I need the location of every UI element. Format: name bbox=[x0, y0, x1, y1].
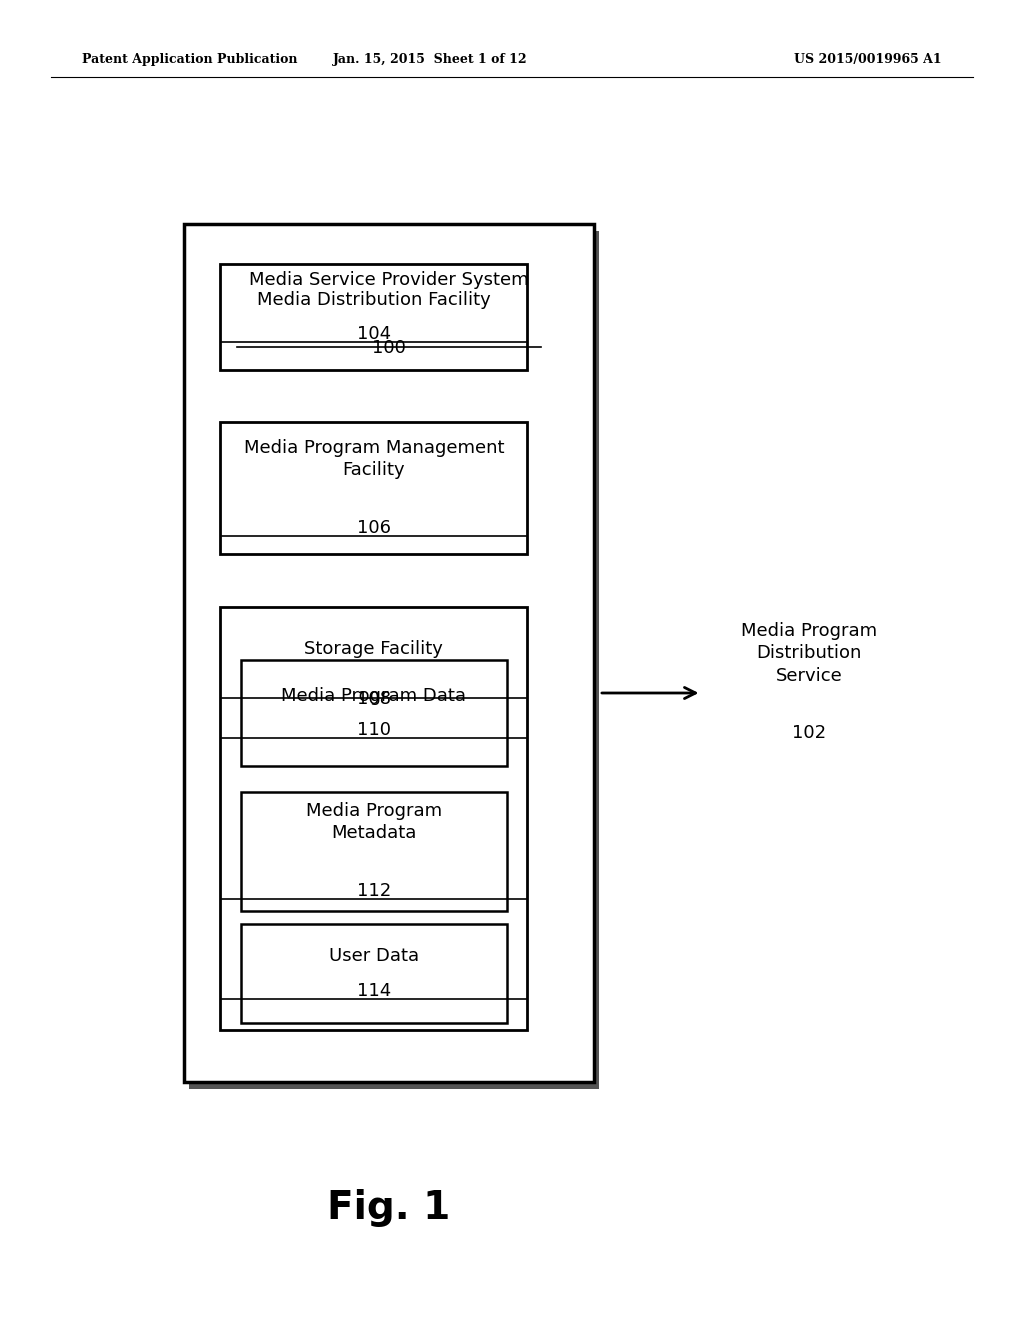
Bar bbox=[246, 799, 512, 917]
Text: 102: 102 bbox=[792, 723, 826, 742]
Text: 112: 112 bbox=[356, 882, 391, 900]
Text: Media Program Management
Facility: Media Program Management Facility bbox=[244, 440, 504, 479]
Text: 108: 108 bbox=[356, 690, 391, 709]
Text: Media Program Data: Media Program Data bbox=[282, 686, 466, 705]
Text: Media Program
Metadata: Media Program Metadata bbox=[306, 803, 441, 842]
Text: 114: 114 bbox=[356, 982, 391, 999]
Text: 110: 110 bbox=[356, 721, 391, 739]
Text: 104: 104 bbox=[356, 325, 391, 343]
Text: 106: 106 bbox=[356, 519, 391, 537]
Bar bbox=[220, 422, 527, 554]
Text: Media Distribution Facility: Media Distribution Facility bbox=[257, 290, 490, 309]
Text: Fig. 1: Fig. 1 bbox=[328, 1189, 451, 1226]
Bar bbox=[225, 271, 532, 376]
Text: User Data: User Data bbox=[329, 948, 419, 965]
Text: Jan. 15, 2015  Sheet 1 of 12: Jan. 15, 2015 Sheet 1 of 12 bbox=[333, 53, 527, 66]
Bar bbox=[220, 264, 527, 370]
Bar bbox=[225, 429, 532, 561]
Text: 100: 100 bbox=[372, 339, 407, 358]
Bar bbox=[241, 660, 507, 766]
Bar bbox=[246, 931, 512, 1030]
Bar bbox=[189, 231, 599, 1089]
Bar bbox=[225, 614, 532, 1036]
Text: Media Program
Distribution
Service: Media Program Distribution Service bbox=[741, 622, 877, 685]
Bar bbox=[246, 667, 512, 772]
Text: US 2015/0019965 A1: US 2015/0019965 A1 bbox=[795, 53, 942, 66]
Bar bbox=[220, 607, 527, 1030]
Text: Patent Application Publication: Patent Application Publication bbox=[82, 53, 297, 66]
Bar bbox=[184, 224, 594, 1082]
Text: Media Service Provider System: Media Service Provider System bbox=[249, 271, 529, 289]
Bar bbox=[241, 924, 507, 1023]
Bar bbox=[241, 792, 507, 911]
Text: Storage Facility: Storage Facility bbox=[304, 640, 443, 659]
